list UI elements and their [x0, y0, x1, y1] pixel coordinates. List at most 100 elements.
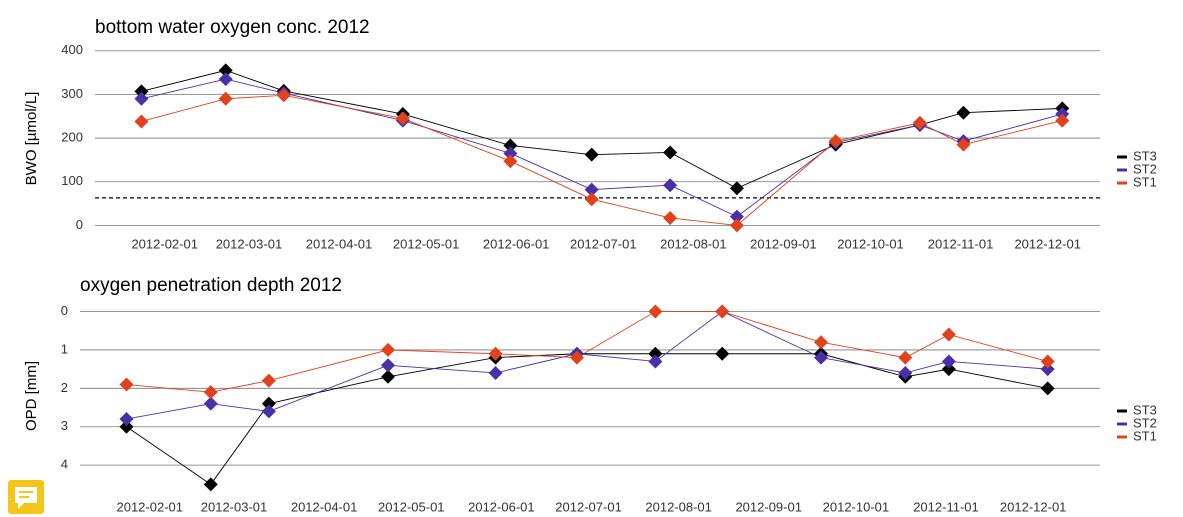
data-point	[261, 373, 276, 388]
series-line	[141, 69, 1063, 189]
x-tick-label: 2012-08-01	[645, 499, 712, 514]
data-point	[134, 84, 149, 99]
data-point	[134, 114, 149, 129]
x-tick-label: 2012-09-01	[750, 236, 817, 251]
data-point	[729, 181, 744, 196]
data-point	[261, 396, 276, 411]
x-tick-label: 2012-03-01	[216, 236, 283, 251]
data-point	[715, 346, 730, 361]
data-point	[119, 419, 134, 434]
data-point	[276, 88, 291, 103]
legend-label: ST1	[1133, 174, 1157, 189]
legend-label: ST1	[1133, 428, 1157, 443]
data-point	[941, 327, 956, 342]
data-point	[488, 365, 503, 380]
data-point	[381, 342, 396, 357]
x-tick-label: 2012-10-01	[823, 499, 890, 514]
chart-title: oxygen penetration depth 2012	[80, 275, 342, 296]
data-point	[941, 362, 956, 377]
feedback-icon[interactable]	[8, 480, 44, 514]
y-tick-label: 0	[76, 217, 83, 232]
data-point	[261, 404, 276, 419]
data-point	[729, 209, 744, 224]
data-point	[503, 138, 518, 153]
x-tick-label: 2012-07-01	[570, 236, 637, 251]
series-line	[141, 94, 1063, 226]
y-tick-label: 3	[61, 418, 68, 433]
data-point	[203, 396, 218, 411]
x-tick-label: 2012-03-01	[201, 499, 268, 514]
x-tick-label: 2012-07-01	[555, 499, 622, 514]
legend-label: ST2	[1133, 161, 1157, 176]
series-line	[126, 353, 1048, 485]
x-tick-label: 2012-05-01	[378, 499, 445, 514]
y-tick-label: 4	[61, 457, 68, 472]
data-point	[503, 146, 518, 161]
x-tick-label: 2012-06-01	[468, 499, 535, 514]
data-point	[956, 137, 971, 152]
data-point	[912, 115, 927, 130]
data-point	[715, 304, 730, 319]
data-point	[584, 192, 599, 207]
data-point	[898, 350, 913, 365]
series-line	[141, 78, 1063, 218]
x-tick-label: 2012-02-01	[131, 236, 198, 251]
x-tick-label: 2012-10-01	[837, 236, 904, 251]
x-tick-label: 2012-04-01	[306, 236, 373, 251]
data-point	[584, 182, 599, 197]
data-point	[119, 412, 134, 427]
data-point	[1055, 113, 1070, 128]
data-point	[898, 365, 913, 380]
data-point	[395, 111, 410, 126]
x-tick-label: 2012-12-01	[1014, 236, 1081, 251]
chart-title: bottom water oxygen conc. 2012	[95, 17, 370, 38]
data-point	[381, 358, 396, 373]
data-point	[218, 63, 233, 78]
data-point	[648, 346, 663, 361]
x-tick-label: 2012-08-01	[660, 236, 727, 251]
data-point	[663, 210, 678, 225]
series-line	[126, 311, 1048, 393]
data-point	[584, 147, 599, 162]
y-tick-label: 0	[61, 303, 68, 318]
data-point	[663, 178, 678, 193]
data-point	[956, 105, 971, 120]
x-tick-label: 2012-05-01	[393, 236, 460, 251]
y-axis-label: BWO [µmol/L]	[23, 92, 40, 186]
data-point	[663, 145, 678, 160]
data-point	[569, 350, 584, 365]
data-point	[134, 91, 149, 106]
data-point	[729, 218, 744, 233]
y-tick-label: 200	[61, 130, 83, 145]
data-point	[941, 354, 956, 369]
data-point	[648, 304, 663, 319]
data-point	[203, 477, 218, 492]
y-tick-label: 400	[61, 42, 83, 57]
data-point	[381, 369, 396, 384]
data-point	[814, 335, 829, 350]
y-tick-label: 300	[61, 86, 83, 101]
legend-label: ST3	[1133, 148, 1157, 163]
x-tick-label: 2012-04-01	[291, 499, 358, 514]
x-tick-label: 2012-11-01	[928, 236, 994, 251]
x-tick-label: 2012-12-01	[1000, 499, 1067, 514]
data-point	[203, 385, 218, 400]
data-point	[1040, 381, 1055, 396]
data-point	[218, 91, 233, 106]
data-point	[119, 377, 134, 392]
x-tick-label: 2012-09-01	[735, 499, 802, 514]
data-point	[648, 354, 663, 369]
y-axis-label: OPD [mm]	[23, 361, 40, 431]
y-tick-label: 2	[61, 380, 68, 395]
x-tick-label: 2012-02-01	[116, 499, 183, 514]
legend-label: ST2	[1133, 415, 1157, 430]
data-point	[503, 154, 518, 169]
data-point	[218, 72, 233, 87]
data-point	[828, 134, 843, 149]
data-point	[488, 346, 503, 361]
data-point	[814, 350, 829, 365]
x-tick-label: 2012-11-01	[913, 499, 979, 514]
y-tick-label: 100	[61, 173, 83, 188]
